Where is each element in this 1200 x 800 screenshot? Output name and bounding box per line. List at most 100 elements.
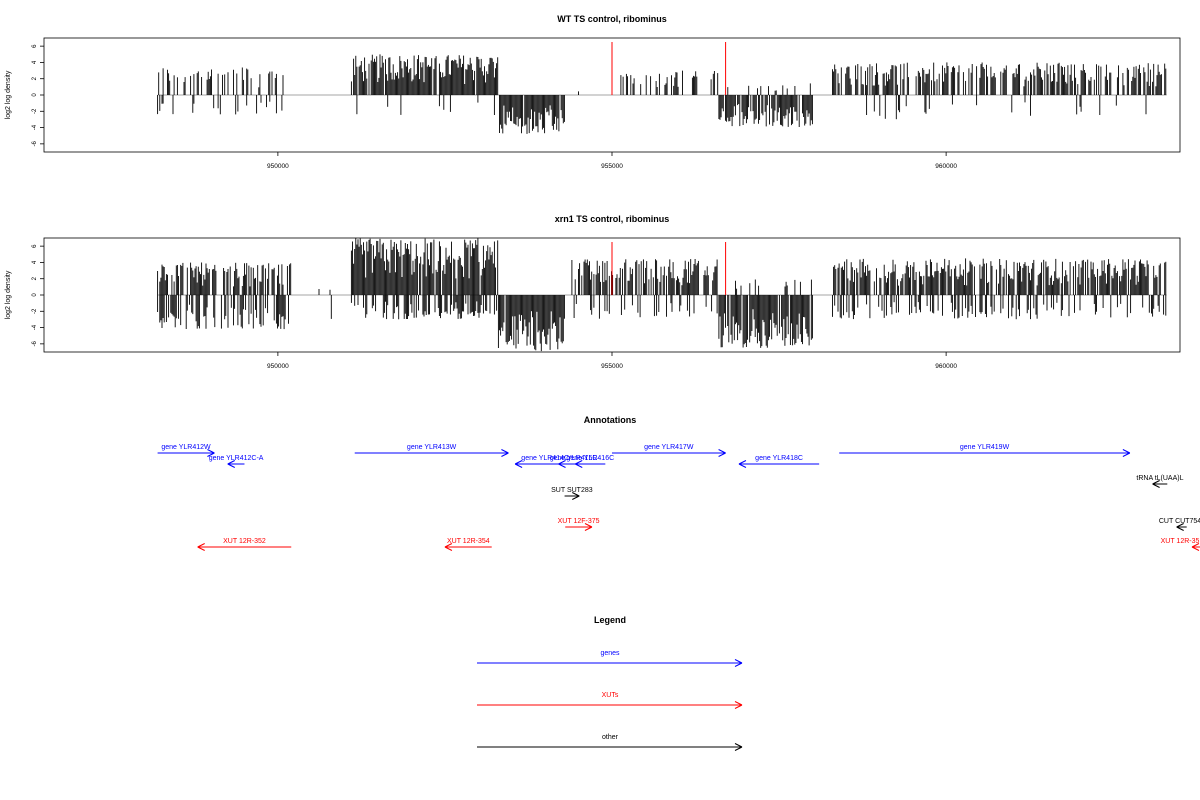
y-tick-label: 4 (32, 260, 38, 264)
arrow-head (558, 460, 566, 465)
arrow-head (501, 452, 509, 457)
arrow-head (197, 543, 205, 548)
y-tick-label: 2 (32, 76, 38, 80)
feature-label: XUT 12F-375 (558, 518, 600, 525)
legend-title: Legend (594, 615, 626, 625)
y-tick-label: 0 (32, 93, 38, 97)
y-tick-label: -6 (32, 141, 38, 147)
legend-panel: Legend genes XUTs other (477, 615, 743, 751)
arrow-head (734, 701, 743, 706)
arrow-head (514, 460, 523, 465)
feature-label: SUT SUT283 (551, 487, 593, 494)
feature-arrow (575, 460, 606, 468)
arrow-head (734, 743, 743, 748)
y-tick-label: 2 (32, 276, 38, 280)
feature-arrow (612, 449, 726, 457)
arrow-head (207, 452, 215, 457)
feature-label: XUT 12R-352 (223, 538, 266, 545)
x-tick-label: 955000 (601, 363, 623, 370)
y-axis-label: log2 log density (5, 270, 12, 319)
arrow-head (734, 662, 743, 667)
arrow-head (718, 449, 726, 454)
feature-arrow (564, 492, 580, 500)
x-tick-label: 960000 (935, 163, 957, 170)
arrow-head (584, 523, 593, 528)
x-tick-label: 950000 (267, 363, 289, 370)
density-bars (157, 54, 1167, 134)
legend-label: XUTs (602, 692, 619, 699)
arrow-head (584, 526, 593, 531)
arrow-head (227, 463, 235, 468)
feature-arrow (839, 449, 1131, 457)
feature-arrow (354, 449, 509, 457)
arrow-head (1122, 452, 1131, 457)
feature-label: gene YLR412W (161, 444, 211, 451)
y-tick-label: 6 (32, 244, 38, 248)
arrow-head (738, 460, 747, 465)
feature-label: gene YLR417W (644, 444, 694, 451)
annotation-track: Annotations gene YLR412W gene YLR412C-A ge… (157, 415, 1200, 551)
feature-label: gene YLR412C-A (209, 455, 264, 462)
legend-arrow-other (477, 743, 743, 751)
arrow-head (558, 463, 566, 468)
arrow-head (734, 659, 743, 664)
y-axis-label: log2 log density (5, 70, 12, 119)
feature-arrow (1176, 523, 1187, 531)
legend-arrow-gene (477, 659, 743, 667)
arrow-head (227, 460, 235, 465)
x-tick-label: 955000 (601, 163, 623, 170)
feature-arrow (157, 449, 215, 457)
y-tick-label: -4 (32, 324, 38, 330)
arrow-head (1191, 546, 1200, 551)
arrow-head (572, 492, 580, 497)
y-tick-label: -4 (32, 124, 38, 130)
arrow-head (197, 546, 205, 551)
y-tick-label: -2 (32, 308, 38, 314)
feature-label: tRNA tL(UAA)L (1136, 475, 1183, 482)
arrow-head (207, 449, 215, 454)
y-tick-label: -2 (32, 108, 38, 114)
wt-density-panel: WT TS control, ribominus log2 log density… (5, 14, 1181, 170)
feature-arrow (738, 460, 820, 468)
legend-label: genes (600, 650, 620, 657)
arrow-head (501, 449, 509, 454)
arrow-head (575, 460, 583, 465)
y-tick-label: -6 (32, 341, 38, 347)
arrow-head (734, 746, 743, 751)
arrow-head (738, 463, 747, 468)
feature-label: XUT 12R-354 (447, 538, 490, 545)
arrow-head (514, 463, 523, 468)
feature-arrow (197, 543, 292, 551)
y-tick-label: 6 (32, 44, 38, 48)
arrow-head (1176, 523, 1184, 528)
feature-label: gene YLR419W (960, 444, 1010, 451)
feature-label: CUT CUT754 (1159, 518, 1200, 525)
feature-label: gene YLR418C (755, 455, 803, 462)
arrow-head (734, 704, 743, 709)
feature-arrow (565, 523, 593, 531)
legend-label: other (602, 734, 619, 741)
feature-label: gene YLR414C (521, 455, 569, 462)
arrow-head (575, 463, 583, 468)
arrow-head (444, 546, 453, 551)
panel-title: WT TS control, ribominus (557, 14, 667, 24)
arrow-head (1122, 449, 1131, 454)
feature-label: XUT 12R-35 (1161, 538, 1200, 545)
arrow-head (572, 495, 580, 500)
y-tick-label: 4 (32, 60, 38, 64)
density-bars (157, 238, 1167, 352)
x-tick-label: 950000 (267, 163, 289, 170)
feature-label: gene YLR413W (407, 444, 457, 451)
feature-arrow (227, 460, 245, 468)
arrow-head (718, 452, 726, 457)
annotations-title: Annotations (584, 415, 637, 425)
feature-arrow (1191, 543, 1200, 551)
panel-title: xrn1 TS control, ribominus (555, 214, 670, 224)
arrow-head (1191, 543, 1200, 548)
arrow-head (1152, 480, 1160, 485)
feature-label: gene YLR415C (550, 455, 598, 462)
arrow-head (1152, 483, 1160, 488)
feature-label: gene YLR416C (566, 455, 614, 462)
feature-arrow (1152, 480, 1168, 488)
